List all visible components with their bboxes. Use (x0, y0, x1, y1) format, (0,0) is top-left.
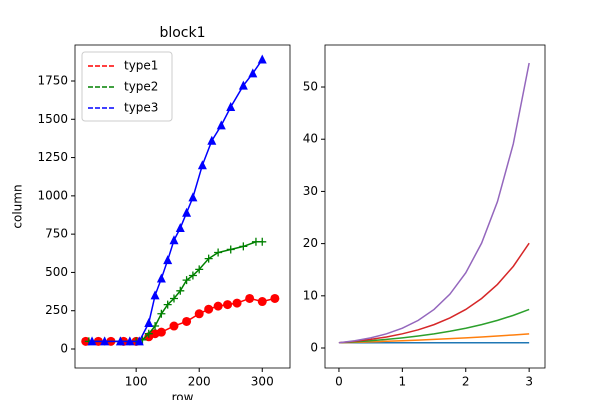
marker (169, 321, 179, 331)
y-tick-label: 250 (45, 303, 68, 317)
marker (156, 273, 166, 283)
marker (115, 336, 125, 346)
y-tick-label: 40 (303, 132, 318, 146)
x-tick-label: 2 (462, 375, 470, 389)
marker (204, 254, 213, 263)
legend-label: type3 (124, 101, 158, 115)
marker (169, 294, 178, 303)
marker (223, 300, 233, 310)
y-tick-label: 1250 (37, 150, 68, 164)
marker (150, 290, 160, 300)
axes-frame (74, 44, 291, 369)
marker (238, 80, 248, 90)
y-tick-label: 0 (310, 341, 318, 355)
marker (226, 102, 236, 112)
marker (213, 301, 223, 311)
marker (270, 293, 280, 303)
marker (194, 309, 204, 319)
x-axis-label: row (172, 391, 194, 400)
y-tick-label: 20 (303, 236, 318, 250)
y-tick-label: 500 (45, 265, 68, 279)
marker (214, 248, 223, 257)
x-tick-label: 0 (335, 375, 343, 389)
x-tick-label: 300 (251, 375, 274, 389)
series-line (338, 242, 530, 344)
y-tick-label: 1000 (37, 188, 68, 202)
y-tick-label: 10 (303, 288, 318, 302)
marker (176, 286, 185, 295)
marker (163, 300, 172, 309)
legend-box (81, 51, 173, 122)
y-tick-label: 750 (45, 227, 68, 241)
x-tick-label: 3 (525, 375, 533, 389)
y-axis-label: column (11, 184, 25, 228)
marker (248, 68, 258, 78)
marker (125, 336, 135, 346)
marker (257, 297, 267, 307)
marker (134, 336, 144, 346)
marker (226, 245, 235, 254)
marker (245, 293, 255, 303)
marker (157, 309, 166, 318)
series-line (338, 62, 530, 344)
marker (175, 223, 185, 233)
marker (87, 336, 97, 346)
marker (182, 276, 191, 285)
x-tick-label: 200 (188, 375, 211, 389)
axes-frame (324, 44, 546, 369)
marker (239, 242, 248, 251)
marker (100, 336, 110, 346)
marker (163, 255, 173, 265)
y-tick-label: 1500 (37, 112, 68, 126)
marker (169, 235, 179, 245)
marker (156, 327, 166, 337)
x-tick-label: 1 (399, 375, 407, 389)
chart-title: block1 (159, 25, 205, 41)
y-tick-label: 1750 (37, 73, 68, 87)
y-tick-label: 30 (303, 184, 318, 198)
y-tick-label: 50 (303, 80, 318, 94)
marker (182, 316, 192, 326)
marker (188, 192, 198, 202)
marker (257, 54, 267, 64)
legend-label: type2 (124, 80, 158, 94)
marker (144, 317, 154, 327)
legend-label: type1 (124, 59, 158, 73)
series-line (338, 308, 530, 344)
series-line (338, 333, 530, 344)
marker (258, 237, 267, 246)
marker (204, 304, 214, 314)
marker (207, 135, 217, 145)
marker (182, 207, 192, 217)
marker (232, 298, 242, 308)
y-tick-label: 0 (60, 342, 68, 356)
marker (216, 120, 226, 130)
marker (188, 271, 197, 280)
marker (144, 329, 153, 338)
marker (197, 160, 207, 170)
marker (195, 265, 204, 274)
x-tick-label: 100 (125, 375, 148, 389)
series-line (85, 297, 276, 343)
